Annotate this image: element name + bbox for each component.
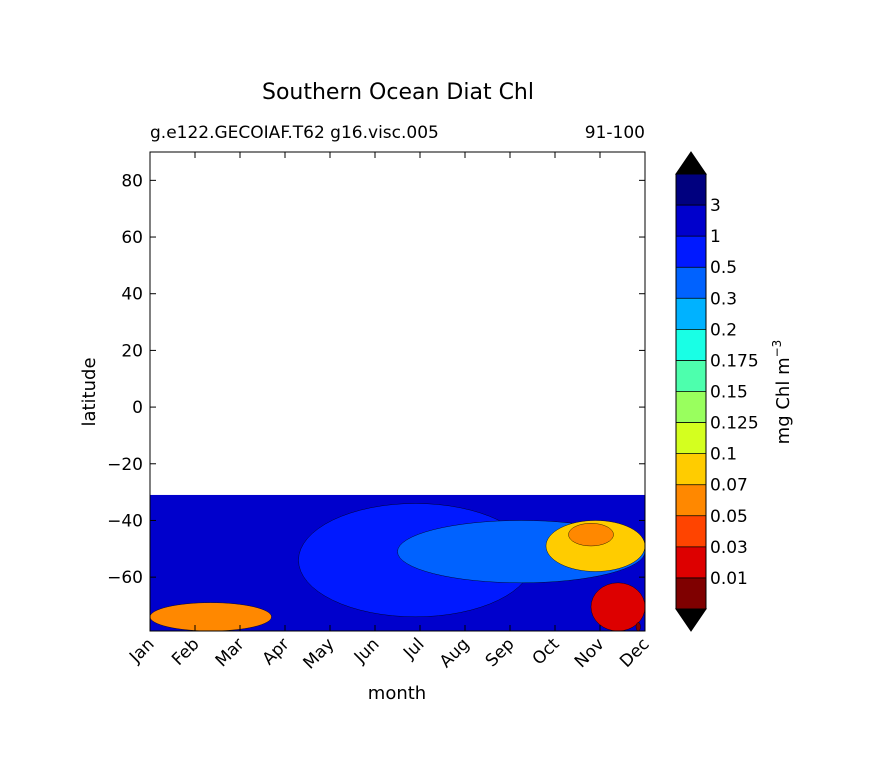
y-tick-label: 40 [121,285,143,305]
x-tick-label: Oct [529,634,564,669]
colorbar: 0.01 0.03 0.05 0.07 0.1 0.125 0.15 0.175 0.2 0.3 0… [675,151,759,632]
y-axis: 80 60 40 20 0 −20 −40 −60 [107,171,645,588]
plot-area [150,494,645,631]
colorbar-swatch [676,546,706,578]
colorbar-tick-label: 3 [710,196,721,216]
y-axis-label: latitude [79,357,100,426]
colorbar-swatch [676,577,706,609]
x-tick-label: Jul [399,634,428,663]
x-tick-label: Jun [350,634,384,668]
x-tick-label: Mar [212,634,249,671]
y-tick-label: 60 [121,228,143,248]
plot-frame [149,151,646,632]
colorbar-swatch [676,174,706,206]
colorbar-tick-label: 0.5 [710,258,737,278]
y-tick-label: 0 [132,398,143,418]
y-tick-label: 80 [121,171,143,191]
colorbar-swatch [676,391,706,423]
colorbar-swatch [676,360,706,392]
colorbar-swatch [676,298,706,330]
colorbar-tick-label: 0.3 [710,289,737,309]
x-tick-label: Sep [482,634,519,671]
y-tick-label: 20 [121,341,143,361]
colorbar-swatch [676,267,706,299]
x-tick-label: Dec [616,634,653,671]
colorbar-tick-label: 0.01 [710,569,748,589]
heatmap-region [635,622,641,631]
colorbar-tick-label: 0.1 [710,445,737,465]
colorbar-tick-label: 0.03 [710,538,748,558]
colorbar-extend-min [675,608,707,632]
x-tick-label: May [300,634,339,673]
colorbar-swatch [676,515,706,547]
y-tick-label: −60 [107,568,143,588]
colorbar-swatch [676,329,706,361]
chart-subtitle-left: g.e122.GECOIAF.T62 g16.visc.005 [150,123,439,143]
x-tick-label: Aug [436,634,474,672]
y-tick-label: −20 [107,455,143,475]
x-tick-label: Jan [125,634,158,667]
colorbar-tick-label: 0.15 [710,383,748,403]
x-tick-label: Apr [259,634,294,669]
colorbar-tick-label: 0.07 [710,476,748,496]
colorbar-tick-label: 0.05 [710,507,748,527]
colorbar-extend-max [675,151,707,175]
colorbar-swatch [676,236,706,268]
chart-subtitle-right: 91-100 [585,123,645,143]
colorbar-tick-label: 0.2 [710,320,737,340]
colorbar-swatch [676,484,706,516]
colorbar-label: mg Chl m−3 [770,340,794,445]
heatmap-region [150,602,272,631]
colorbar-swatch [676,205,706,237]
colorbar-label-text: mg Chl m [773,357,794,444]
colorbar-label-exponent: −3 [770,340,784,358]
x-tick-label: Nov [571,634,609,672]
colorbar-tick-label: 1 [710,227,721,247]
x-axis-label: month [368,683,426,704]
heatmap-region [568,523,614,547]
colorbar-tick-label: 0.125 [710,414,759,434]
y-tick-label: −40 [107,511,143,531]
colorbar-swatch [676,453,706,485]
chart-title: Southern Ocean Diat Chl [262,80,534,105]
colorbar-tick-label: 0.175 [710,351,759,371]
colorbar-swatch [676,422,706,454]
x-tick-label: Feb [168,634,203,669]
